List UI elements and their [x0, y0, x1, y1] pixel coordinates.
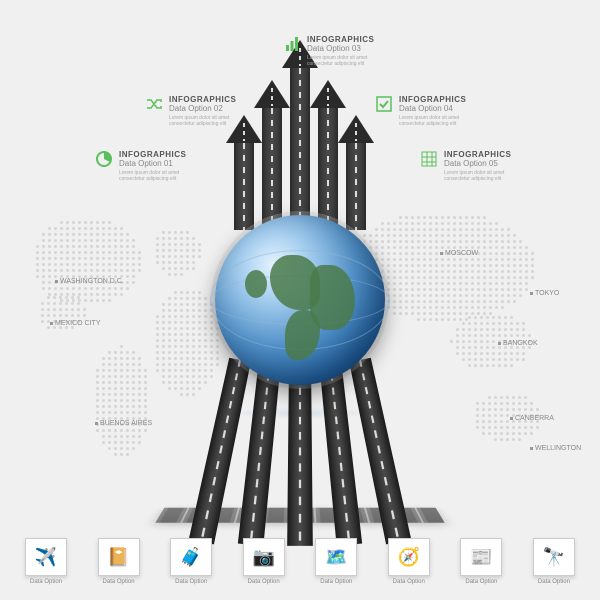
card-caption: Data Option	[533, 579, 575, 585]
card-caption: Data Option	[315, 579, 357, 585]
bottom-card-6[interactable]: 🧭 Data Option	[388, 538, 430, 585]
city-moscow: MOSCOW	[440, 250, 478, 257]
bottom-card-3[interactable]: 🧳 Data Option	[170, 538, 212, 585]
option-title: INFOGRAPHICS	[399, 95, 479, 104]
bottom-card-8[interactable]: 🔭 Data Option	[533, 538, 575, 585]
card-thumb: 📷	[243, 538, 285, 576]
option-subtitle: Data Option 04	[399, 104, 479, 113]
option-lorem: Lorem ipsum dolor sit amet consectetur a…	[169, 115, 249, 127]
city-bangkok: BANGKOK	[498, 340, 538, 347]
city-buenosaires: BUENOS AIRES	[95, 420, 152, 427]
pie-icon	[95, 150, 113, 168]
option-04: INFOGRAPHICSData Option 04 Lorem ipsum do…	[375, 95, 479, 127]
card-caption: Data Option	[460, 579, 502, 585]
bottom-card-4[interactable]: 📷 Data Option	[243, 538, 285, 585]
option-01: INFOGRAPHICSData Option 01 Lorem ipsum do…	[95, 150, 199, 182]
card-thumb: 📔	[98, 538, 140, 576]
card-caption: Data Option	[388, 579, 430, 585]
arrow-road-5	[338, 115, 374, 230]
option-title: INFOGRAPHICS	[169, 95, 249, 104]
bottom-card-2[interactable]: 📔 Data Option	[98, 538, 140, 585]
bottom-card-1[interactable]: ✈️ Data Option	[25, 538, 67, 585]
option-subtitle: Data Option 05	[444, 159, 524, 168]
globe	[215, 215, 385, 385]
card-thumb: ✈️	[25, 538, 67, 576]
option-lorem: Lorem ipsum dolor sit amet consectetur a…	[307, 55, 387, 67]
city-washingtondc: WASHINGTON D.C.	[55, 278, 124, 285]
option-lorem: Lorem ipsum dolor sit amet consectetur a…	[119, 170, 199, 182]
bottom-card-5[interactable]: 🗺️ Data Option	[315, 538, 357, 585]
shuffle-icon	[145, 95, 163, 113]
card-caption: Data Option	[170, 579, 212, 585]
bars-icon	[283, 35, 301, 53]
city-wellington: WELLINGTON	[530, 445, 581, 452]
check-icon	[375, 95, 393, 113]
option-05: INFOGRAPHICSData Option 05 Lorem ipsum do…	[420, 150, 524, 182]
bottom-card-row: ✈️ Data Option 📔 Data Option 🧳 Data Option 📷 Da…	[0, 538, 600, 585]
card-thumb: 🔭	[533, 538, 575, 576]
bottom-card-7[interactable]: 📰 Data Option	[460, 538, 502, 585]
option-title: INFOGRAPHICS	[307, 35, 387, 44]
option-lorem: Lorem ipsum dolor sit amet consectetur a…	[399, 115, 479, 127]
option-subtitle: Data Option 01	[119, 159, 199, 168]
option-subtitle: Data Option 02	[169, 104, 249, 113]
card-thumb: 🗺️	[315, 538, 357, 576]
card-caption: Data Option	[243, 579, 285, 585]
option-02: INFOGRAPHICSData Option 02 Lorem ipsum do…	[145, 95, 249, 127]
city-tokyo: TOKYO	[530, 290, 559, 297]
city-mexicocity: MEXICO CITY	[50, 320, 101, 327]
card-caption: Data Option	[98, 579, 140, 585]
grid-icon	[420, 150, 438, 168]
card-thumb: 🧳	[170, 538, 212, 576]
option-title: INFOGRAPHICS	[119, 150, 199, 159]
city-canberra: CANBERRA	[510, 415, 554, 422]
card-caption: Data Option	[25, 579, 67, 585]
card-thumb: 🧭	[388, 538, 430, 576]
option-title: INFOGRAPHICS	[444, 150, 524, 159]
option-03: INFOGRAPHICSData Option 03 Lorem ipsum do…	[283, 35, 387, 67]
option-subtitle: Data Option 03	[307, 44, 387, 53]
road-down-3	[287, 360, 313, 546]
option-lorem: Lorem ipsum dolor sit amet consectetur a…	[444, 170, 524, 182]
card-thumb: 📰	[460, 538, 502, 576]
